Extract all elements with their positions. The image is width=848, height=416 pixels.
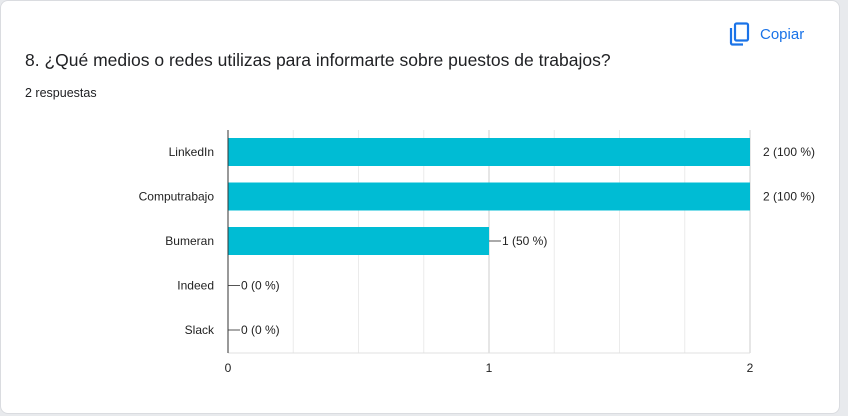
value-label: 2 (100 %) [763,190,815,204]
bar [228,227,489,255]
x-tick-label: 0 [225,361,232,375]
category-label: Bumeran [165,234,214,248]
value-label: 1 (50 %) [502,234,547,248]
response-count: 2 respuestas [25,86,97,100]
bar [228,182,750,211]
category-label: LinkedIn [169,145,214,159]
x-tick-label: 2 [747,361,754,375]
category-label: Slack [185,323,215,337]
category-label: Indeed [177,279,214,293]
value-label: 0 (0 %) [241,323,280,337]
copy-label: Copiar [760,25,805,43]
value-label: 0 (0 %) [241,279,280,293]
category-label: Computrabajo [139,190,215,204]
value-label: 2 (100 %) [763,145,815,159]
question-title: 8. ¿Qué medios o redes utilizas para inf… [25,50,611,70]
content-copy-icon [728,22,750,46]
x-tick-label: 1 [486,361,493,375]
bar [228,138,750,166]
copy-button[interactable]: Copiar [728,21,804,47]
